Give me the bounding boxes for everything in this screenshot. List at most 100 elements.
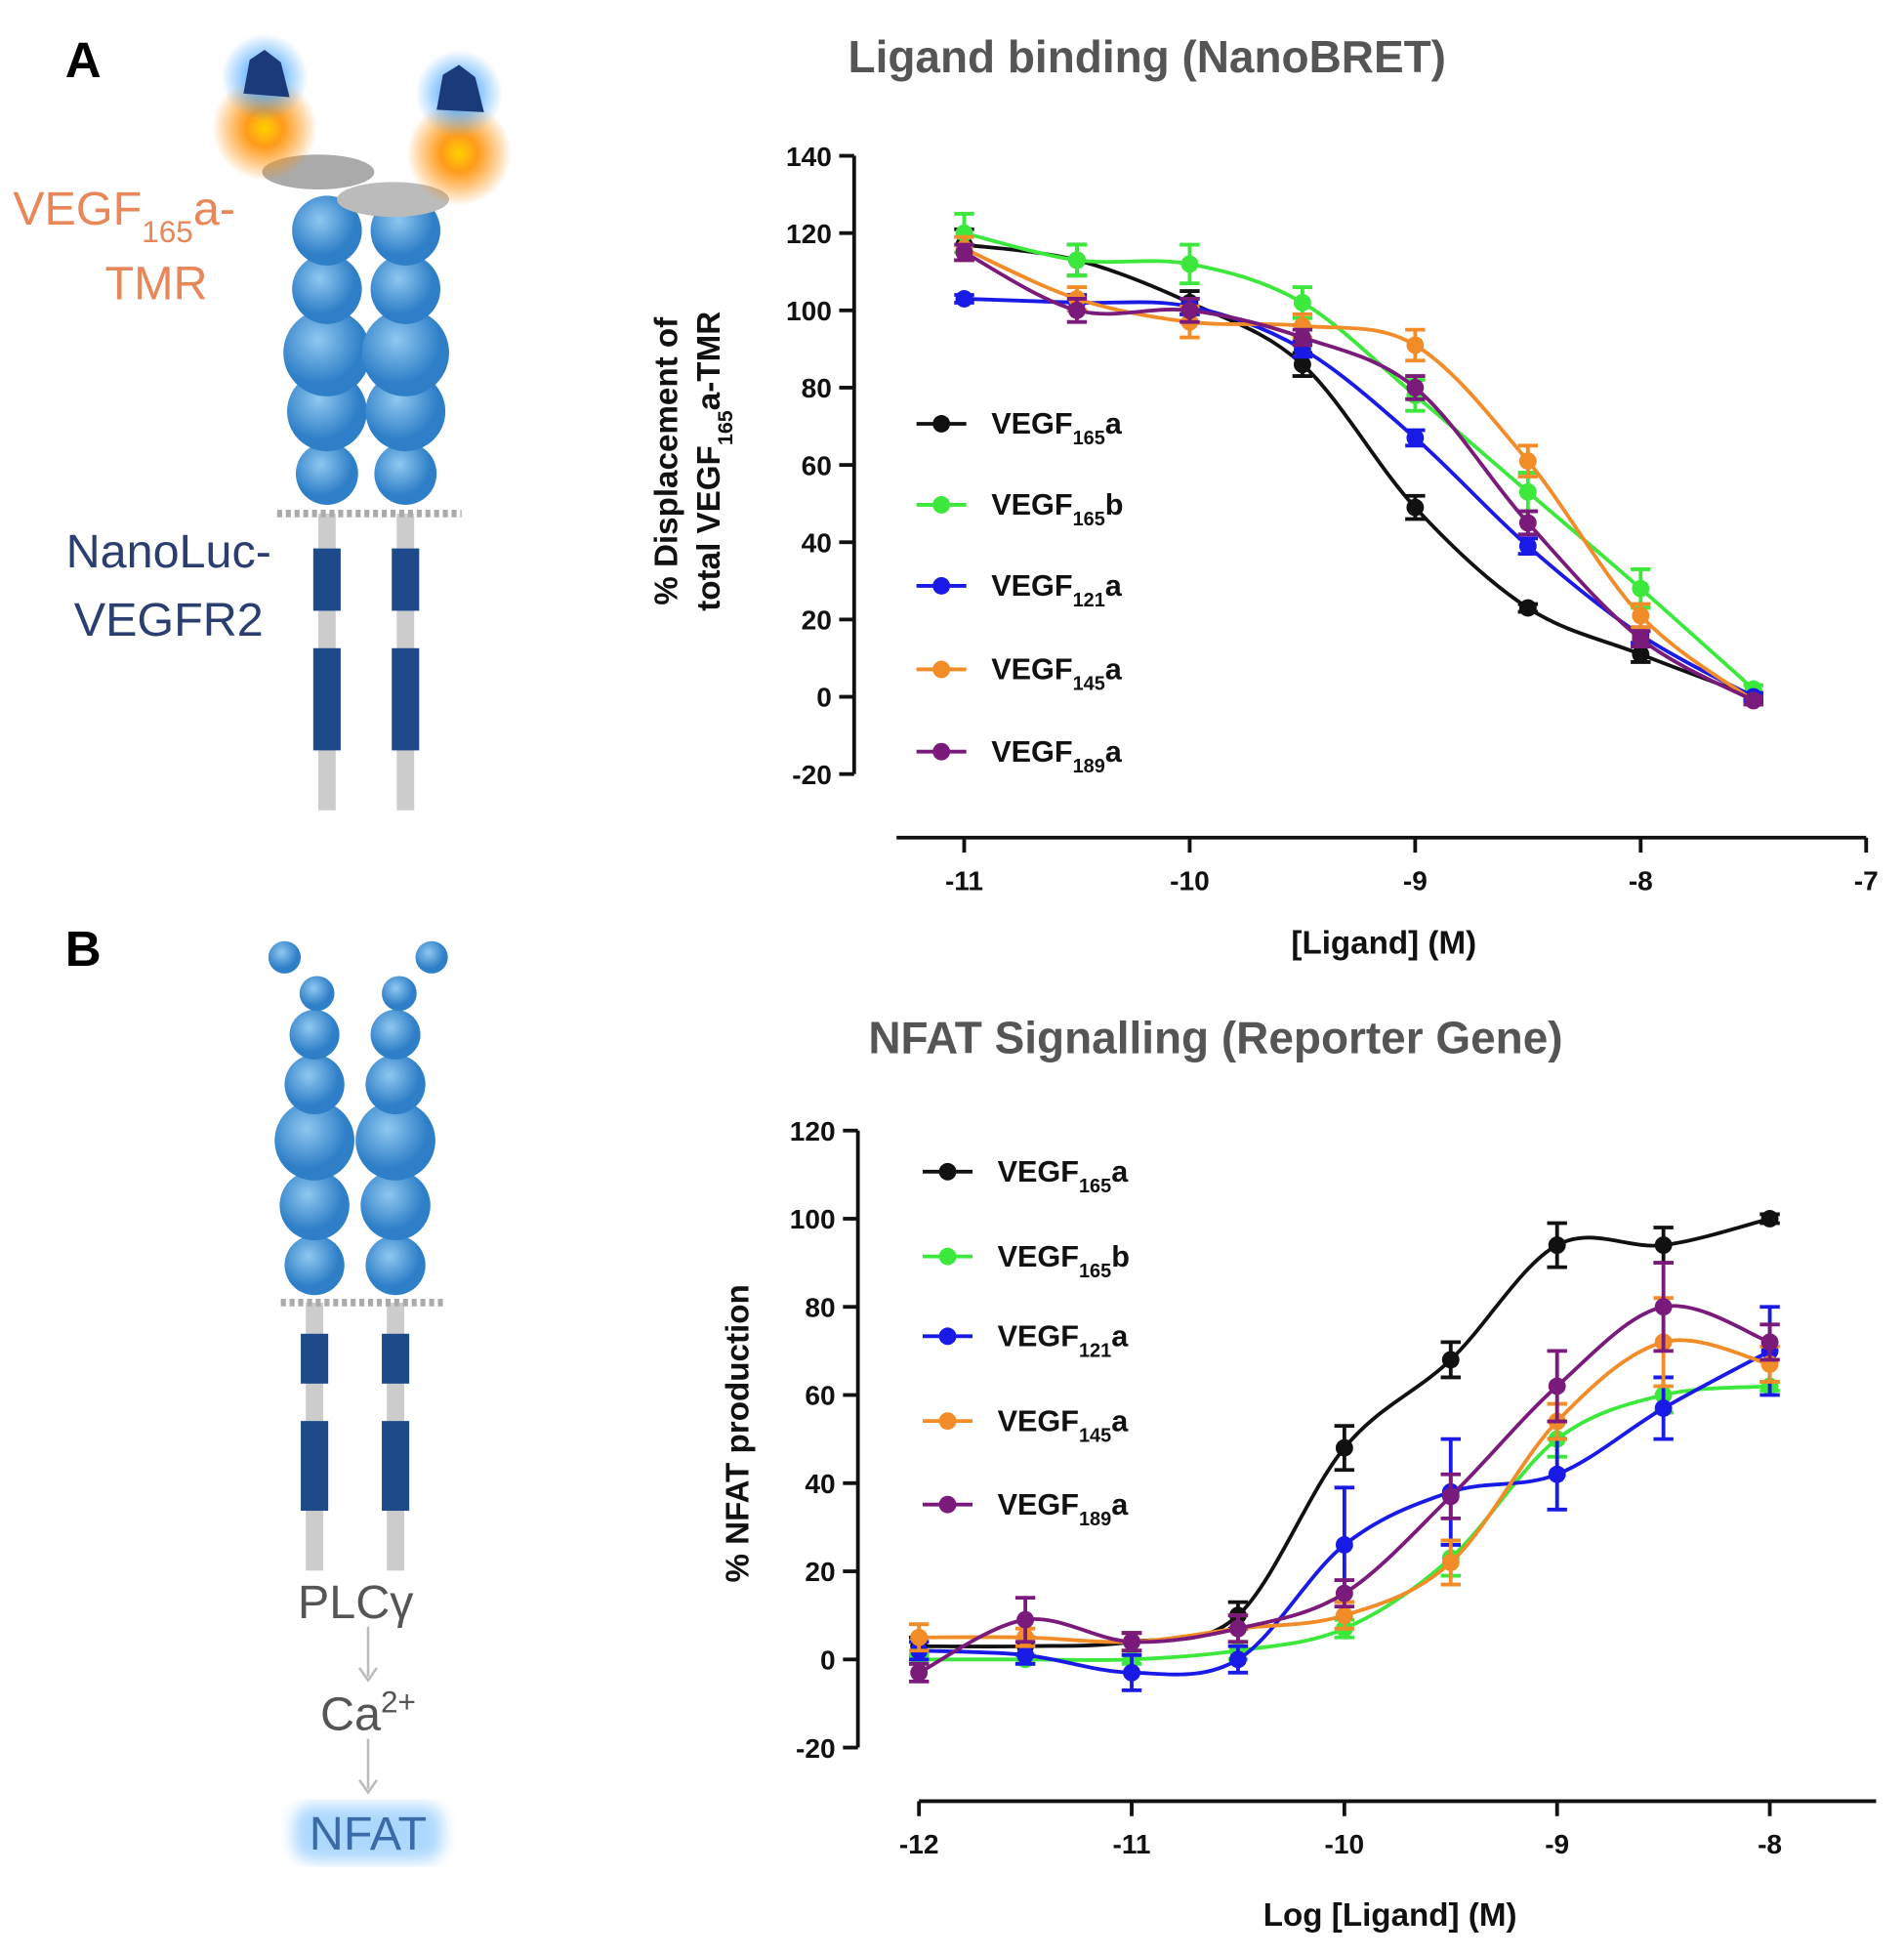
receptor-label: VEGFR2 [74,594,264,646]
legend-label: VEGF145a [991,653,1123,695]
data-point [910,1663,929,1682]
data-point [1016,1610,1035,1629]
y-tick-label: 20 [805,1557,835,1587]
ligand-label: VEGF165a- [13,183,235,249]
x-axis-label: [Ligand] (M) [1291,925,1476,961]
y-tick-label: 0 [816,683,832,713]
data-point [1229,1619,1247,1638]
data-point [1335,1584,1353,1603]
legend-marker [938,1495,957,1514]
data-point [1441,1554,1460,1571]
y-tick-label: 80 [802,373,832,403]
data-point [1335,1606,1353,1625]
data-point [1518,514,1537,532]
y-axis-label: % Displacement of [649,316,685,605]
y-tick-label: 100 [786,296,832,326]
y-tick-label: 40 [805,1469,835,1499]
fit-line [918,1304,1771,1675]
y-tick-label: 120 [786,219,832,249]
legend-marker [932,496,951,514]
y-tick-label: 120 [790,1116,836,1146]
chart: NFAT Signalling (Reporter Gene) -20 0 20 40 6… [720,1013,1877,1934]
legend-marker [938,1247,957,1266]
data-point [1123,1633,1140,1651]
x-tick-label: -12 [899,1829,939,1859]
fit-line [964,242,1755,699]
data-point [1229,1650,1247,1669]
y-axis-label: total VEGF165a-TMR [691,312,737,611]
data-point [1293,355,1311,374]
data-point [1518,482,1537,501]
panel-letter: A [65,32,102,88]
x-tick-label: -10 [1325,1829,1365,1859]
y-tick-label: -20 [792,760,832,790]
y-tick-label: 40 [802,527,832,558]
data-point [1654,1236,1673,1255]
legend-label: VEGF145a [998,1404,1130,1446]
y-tick-label: 20 [802,605,832,636]
data-point [1744,691,1762,710]
x-axis-label: Log [Ligand] (M) [1263,1897,1517,1934]
receptor-label: NanoLuc- [66,525,271,578]
chart: Ligand binding (NanoBRET) -20 0 20 40 60 80 100… [649,31,1879,961]
data-point [1548,1377,1566,1395]
data-point [1335,1438,1353,1457]
y-tick-label: 100 [790,1204,836,1234]
legend-label: VEGF165b [991,488,1123,530]
legend-label: VEGF189a [991,735,1123,777]
data-point [1180,301,1199,319]
x-tick-label: -8 [1758,1829,1782,1859]
data-point [1632,645,1650,663]
chart-title: Ligand binding (NanoBRET) [849,31,1446,82]
data-point [1068,251,1086,270]
y-tick-label: 60 [802,450,832,480]
data-point [1123,1663,1140,1682]
chart-title: NFAT Signalling (Reporter Gene) [868,1013,1562,1063]
legend-marker [932,576,951,595]
data-point [1406,429,1425,447]
data-point [1760,1210,1779,1228]
legend-marker [932,660,951,679]
x-tick-label: -10 [1170,865,1210,895]
legend-label: VEGF121a [991,569,1123,611]
data-point [1293,328,1311,347]
y-axis-label: % NFAT production [720,1284,756,1582]
pathway-label: Ca2+ [320,1685,416,1741]
data-point [1068,301,1086,319]
pathway-label: PLCγ [298,1576,414,1629]
x-tick-label: -9 [1545,1829,1569,1859]
y-tick-label: 0 [820,1645,836,1676]
legend-marker [938,1327,957,1346]
y-tick-label: -20 [796,1733,836,1764]
data-point [1406,379,1425,396]
data-point [1548,1236,1566,1255]
pathway-label: NFAT [310,1808,427,1860]
data-point [955,290,973,308]
legend-label: VEGF165b [998,1240,1130,1282]
legend-label: VEGF165a [998,1155,1130,1197]
data-point [1632,606,1650,625]
x-tick-label: -8 [1629,865,1653,895]
data-point [1441,1351,1460,1369]
ligand-label: TMR [104,257,207,310]
receptor-a [212,33,512,811]
data-point [1180,255,1199,273]
data-point [1518,452,1537,471]
y-tick-label: 60 [805,1381,835,1411]
data-point [1441,1487,1460,1506]
receptor-b [268,940,448,1861]
data-point [1335,1536,1353,1554]
x-tick-label: -11 [1112,1829,1150,1859]
legend-marker [932,415,951,433]
data-point [1654,1399,1673,1417]
y-tick-label: 80 [805,1292,835,1322]
diagram: A B VEGF165a- TMR NanoLuc- VEGFR2 PLCγ C… [13,32,512,1861]
x-tick-label: -9 [1403,865,1428,895]
data-point [1518,599,1537,617]
data-point [1406,498,1425,517]
fit-line [963,250,1755,703]
legend-marker [938,1162,957,1181]
fit-line [919,1338,1771,1645]
data-point [1632,630,1650,648]
